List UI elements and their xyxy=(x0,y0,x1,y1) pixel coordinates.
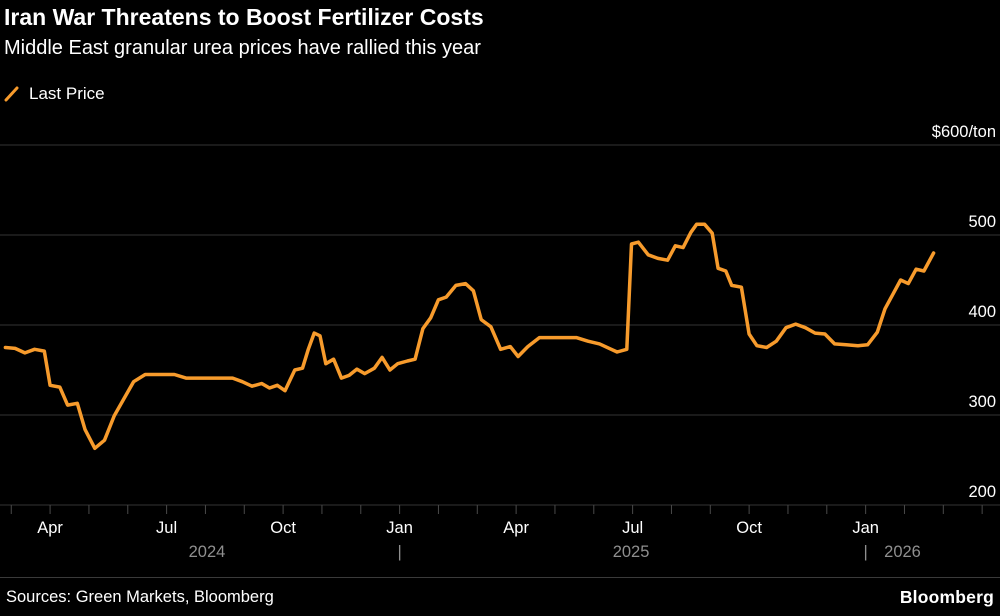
y-tick-label: 200 xyxy=(968,483,996,501)
x-year-label: | xyxy=(863,543,867,561)
price-line xyxy=(3,222,936,451)
y-tick-label: $600/ton xyxy=(932,123,996,141)
chart-subtitle: Middle East granular urea prices have ra… xyxy=(4,36,481,59)
chart-header: Iran War Threatens to Boost Fertilizer C… xyxy=(4,4,484,60)
x-year-label: 2026 xyxy=(884,543,921,561)
x-tick-label: Apr xyxy=(37,519,63,537)
source-note: Sources: Green Markets, Bloomberg xyxy=(6,587,274,606)
x-tick-label: Apr xyxy=(503,519,529,537)
x-tick-label: Oct xyxy=(736,519,762,537)
line-series-icon xyxy=(4,86,19,102)
y-tick-label: 300 xyxy=(968,393,996,411)
bloomberg-logo: Bloomberg xyxy=(899,586,994,607)
x-tick-label: Oct xyxy=(270,519,296,537)
x-year-label: 2024 xyxy=(189,543,226,561)
y-tick-label: 500 xyxy=(968,213,996,231)
x-tick-label: Jan xyxy=(852,519,879,537)
x-tick-label: Jul xyxy=(156,519,177,537)
x-tick-label: Jan xyxy=(386,519,413,537)
chart-footer: Sources: Green Markets, Bloomberg Bloomb… xyxy=(0,577,1000,616)
x-tick-label: Jul xyxy=(622,519,643,537)
legend: Last Price xyxy=(4,84,105,104)
y-tick-label: 400 xyxy=(968,303,996,321)
x-year-label: 2025 xyxy=(613,543,650,561)
x-year-label: | xyxy=(397,543,401,561)
legend-label: Last Price xyxy=(29,84,105,103)
chart-title: Iran War Threatens to Boost Fertilizer C… xyxy=(4,4,484,30)
